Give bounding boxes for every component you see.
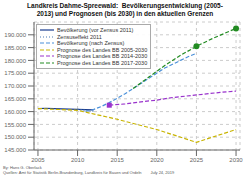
svg-text:165.000: 165.000 (8, 96, 27, 102)
svg-text:150.000: 150.000 (8, 134, 27, 140)
html-text:2013) und Prognosen (bis 2030): 2013) und Prognosen (bis 2030) in den ak… (36, 10, 214, 17)
svg-text:2005: 2005 (31, 157, 45, 163)
svg-text:2010: 2010 (71, 157, 85, 163)
html-text:Bevölkerung (vor Zensus 2011): Bevölkerung (vor Zensus 2011) (57, 27, 134, 33)
html-text:Quellen: Amt für Statistik Ber: Quellen: Amt für Statistik Berlin-Brande… (3, 170, 175, 175)
svg-text:190.000: 190.000 (8, 32, 27, 38)
html-text:By: Hans G. Oberlack: By: Hans G. Oberlack (3, 165, 42, 170)
svg-text:155.000: 155.000 (8, 122, 27, 128)
html-text:Landkreis Dahme-Spreewald: Bev: Landkreis Dahme-Spreewald: Bevölkerungse… (27, 2, 223, 9)
svg-text:2030: 2030 (229, 157, 242, 163)
html-text:Bevölkerung (nach Zensus): Bevölkerung (nach Zensus) (57, 40, 125, 46)
svg-text:2015: 2015 (111, 157, 125, 163)
svg-text:145.000: 145.000 (8, 147, 27, 153)
svg-text:185.000: 185.000 (8, 45, 27, 51)
svg-text:2025: 2025 (190, 157, 204, 163)
svg-text:2020: 2020 (150, 157, 164, 163)
svg-text:175.000: 175.000 (8, 70, 27, 76)
svg-text:180.000: 180.000 (8, 58, 27, 64)
svg-text:170.000: 170.000 (8, 83, 27, 89)
html-text:Prognose des Landes BB 2014-20: Prognose des Landes BB 2014-2030 (57, 53, 148, 59)
html-text:Prognose des Landes BB 2017-20: Prognose des Landes BB 2017-2030 (57, 59, 148, 66)
html-text:Zensuseffekt 2011: Zensuseffekt 2011 (57, 33, 102, 40)
svg-text:160.000: 160.000 (8, 109, 27, 115)
html-text:Prognose des Landes BB 2005-20: Prognose des Landes BB 2005-2030 (57, 46, 148, 53)
